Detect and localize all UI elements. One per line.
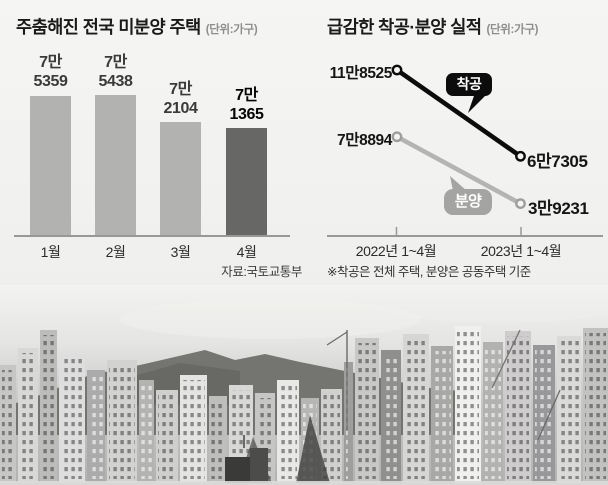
building-shadow (296, 415, 330, 483)
line-chart-svg (327, 64, 603, 237)
x-tick-label: 4월 (236, 244, 257, 260)
bar-chart-unit-label: (단위:가구) (205, 24, 258, 36)
building-windows (211, 401, 225, 479)
bar-value-line2: 1365 (229, 105, 264, 123)
building-windows (20, 353, 36, 479)
building-windows (182, 380, 205, 479)
point-value-label: 3만9231 (528, 199, 589, 218)
building-windows (42, 335, 55, 479)
bar-column: 7만 5438 (95, 53, 136, 236)
building-windows (357, 343, 377, 479)
building-windows (559, 341, 579, 479)
building-windows (535, 350, 553, 479)
bar-column-highlighted: 7만 1365 (226, 86, 267, 236)
x-tick-label: 3월 (170, 244, 191, 260)
data-point-marker (391, 64, 403, 76)
bar (30, 95, 71, 236)
building-windows (346, 367, 351, 479)
bar-value-label: 7만 5359 (8, 53, 94, 91)
building-windows (279, 385, 297, 479)
legend-bubble-construction: 착공 (446, 73, 492, 96)
line-chart-title: 급감한 착공·분양 실적 (단위:가구) (327, 14, 538, 39)
rooftop (250, 448, 268, 483)
building-windows (457, 331, 479, 479)
line-chart-panel: 급감한 착공·분양 실적 (단위:가구) 11만8525 7만8894 6만730… (304, 0, 608, 290)
building-windows (485, 347, 501, 479)
sales-line (394, 134, 523, 206)
x-tick-label: 2022년 1~4월 (355, 243, 437, 259)
x-tick-label: 2월 (105, 244, 126, 260)
line-chart-title-text: 급감한 착공·분양 실적 (327, 17, 482, 37)
building-windows (323, 394, 340, 479)
building-windows (2, 370, 14, 479)
bar-chart-panel: 주춤해진 전국 미분양 주택 (단위:가구) 7만 5359 7만 5438 7만… (0, 0, 304, 290)
bar-value-label: 7만 5438 (73, 53, 159, 91)
bar-chart-title: 주춤해진 전국 미분양 주택 (단위:가구) (16, 14, 258, 39)
bar-value-line2: 5359 (33, 73, 68, 91)
building-windows (405, 339, 427, 479)
building-windows (109, 365, 135, 479)
building-windows (158, 395, 176, 479)
building-windows (383, 355, 399, 479)
crane-icon (537, 389, 561, 441)
building-windows (89, 375, 103, 479)
bar-value-line1: 7만 (104, 53, 127, 71)
crane-icon (326, 331, 348, 346)
data-point-marker (515, 150, 526, 162)
bar-value-label: 7만 1365 (204, 86, 290, 124)
construction-starts-line (394, 67, 523, 159)
bubble-tail-construction (468, 93, 488, 113)
bar-column: 7만 5359 (30, 53, 71, 236)
building-windows (585, 333, 606, 479)
x-tick-label: 1월 (40, 244, 61, 260)
building-windows (507, 336, 529, 479)
x-tick-label: 2023년 1~4월 (480, 243, 562, 259)
skyline-photo (0, 285, 608, 485)
building-windows (231, 390, 251, 479)
footnote: ※착공은 전체 주택, 분양은 공동주택 기준 (327, 265, 531, 279)
bar-value-label: 7만 2104 (138, 80, 224, 118)
bar-value-line1: 7만 (39, 54, 62, 72)
bar-column: 7만 2104 (160, 80, 201, 236)
point-value-label: 11만8525 (329, 65, 393, 82)
bar-value-line1: 7만 (235, 86, 258, 104)
data-point-marker (391, 131, 403, 143)
building-windows (61, 359, 83, 479)
bar (160, 122, 201, 236)
building-windows (141, 385, 152, 479)
crane-icon (491, 329, 521, 389)
building-windows (433, 351, 451, 479)
cloud (120, 299, 420, 339)
x-axis-line (14, 235, 290, 237)
source-label: 자료:국토교통부 (221, 265, 302, 279)
photo-bottom-strip (0, 481, 608, 485)
data-point-marker (515, 198, 526, 210)
cloud (380, 291, 608, 323)
bar-value-line1: 7만 (169, 80, 192, 98)
legend-bubble-sales: 분양 (444, 189, 492, 215)
point-value-label: 7만8894 (337, 132, 392, 149)
line-chart-unit-label: (단위:가구) (486, 24, 539, 36)
bar-chart-title-text: 주춤해진 전국 미분양 주택 (16, 17, 201, 37)
bar-value-line2: 2104 (163, 99, 198, 117)
point-value-label: 6만7305 (527, 152, 588, 171)
bar (95, 95, 136, 236)
bar-value-line2: 5438 (98, 72, 133, 90)
bubble-tail-sales (450, 176, 467, 191)
bar (226, 128, 267, 236)
